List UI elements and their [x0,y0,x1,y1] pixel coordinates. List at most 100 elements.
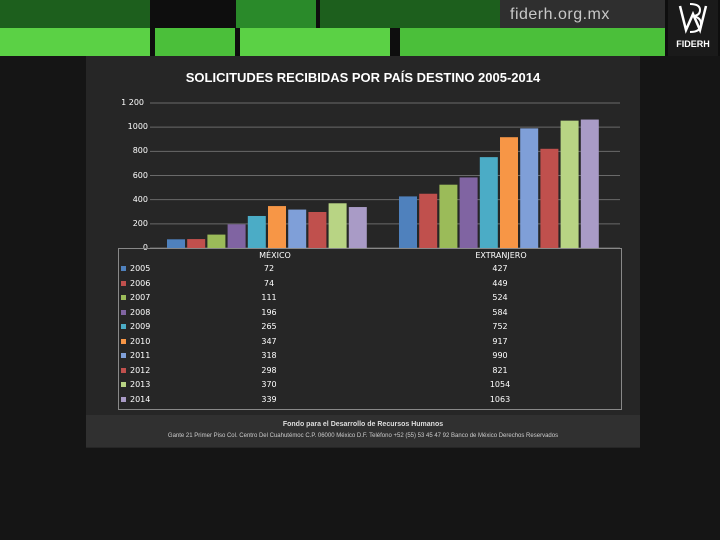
banner-tile [240,28,390,56]
legend-swatch [121,309,126,315]
column-header-extranjero: EXTRANJERO [475,251,527,260]
legend-row-2013: 2013 [121,378,150,392]
legend-row-2009: 2009 [121,320,150,334]
bar-2014-extranjero [580,119,599,248]
banner-tile [320,0,500,28]
bar-2012-extranjero [540,148,559,248]
table-cell-mexico: 298 [261,365,277,375]
footer-bar [86,415,640,447]
logo-text: FIDERH [676,39,710,49]
y-tick-label: 400 [132,194,148,204]
bar-2006-extranjero [419,193,438,248]
table-cell-mexico: 265 [261,322,277,331]
y-tick-label: 600 [132,170,148,180]
legend-swatch [121,338,126,344]
table-cell-mexico: 370 [261,380,277,389]
chart-panel [86,56,640,448]
legend-label: 2006 [130,278,151,288]
bar-2012-mexico [308,211,327,248]
banner-tile [400,28,665,56]
legend-label: 2013 [130,380,151,389]
legend-swatch [121,382,126,387]
legend-swatch [121,367,126,373]
banner-tile [150,0,230,28]
bar-2009-mexico [247,215,266,248]
top-banner [0,0,720,56]
legend-label: 2014 [130,394,151,404]
bar-2011-extranjero [520,128,539,248]
legend-row-2014: 2014 [121,393,150,407]
legend-row-2007: 2007 [121,291,150,305]
bar-2007-extranjero [439,184,458,248]
banner-tile [155,28,235,56]
table-cell-mexico: 74 [263,278,275,288]
table-cell-mexico: 318 [261,351,277,360]
data-table [118,248,622,410]
legend-row-2005: 2005 [121,262,150,276]
bar-2005-mexico [167,239,185,248]
table-cell-extranjero: 584 [492,307,508,317]
table-cell-mexico: 72 [263,264,275,273]
legend-swatch [121,396,126,402]
legend-row-2006: 2006 [121,277,150,291]
table-cell-extranjero: 427 [492,264,508,273]
y-tick-label: 1000 [127,122,148,132]
bar-2009-extranjero [479,157,498,248]
bar-2006-mexico [187,239,206,248]
legend-swatch [121,280,126,286]
table-cell-extranjero: 449 [492,278,508,288]
legend-label: 2007 [130,293,151,302]
y-tick-label: 0 [142,243,148,252]
legend-swatch [121,295,126,300]
y-tick-label: 800 [132,146,148,156]
table-cell-extranjero: 990 [492,351,508,360]
table-cell-mexico: 339 [261,394,277,404]
legend-swatch [121,266,126,271]
bar-2011-mexico [288,209,307,248]
logo-mark-icon [678,3,708,34]
bar-2014-mexico [348,207,367,248]
y-tick-label: 1 200 [121,98,144,107]
banner-tile [0,28,150,56]
banner-tile [0,0,150,28]
banner-tile [500,0,665,28]
table-cell-extranjero: 1063 [489,394,511,404]
bar-2007-mexico [207,234,226,248]
table-cell-extranjero: 1054 [489,380,511,389]
chart-title: SOLICITUDES RECIBIDAS POR PAÍS DESTINO 2… [185,70,541,85]
legend-swatch [121,353,126,358]
fiderh-logo [668,0,718,56]
table-cell-extranjero: 524 [492,293,508,302]
legend-label: 2012 [130,365,151,375]
column-header-mexico: MÉXICO [259,251,291,260]
bar-2010-mexico [268,206,286,248]
table-cell-mexico: 347 [261,336,277,346]
legend-row-2011: 2011 [121,349,150,363]
legend-label: 2009 [130,322,151,331]
legend-row-2012: 2012 [121,364,150,378]
bar-2013-extranjero [560,120,579,248]
legend-label: 2005 [130,264,151,273]
legend-swatch [121,324,126,329]
footer-org: Fondo para el Desarrollo de Recursos Hum… [282,421,444,428]
y-tick-label: 200 [132,218,148,228]
table-cell-mexico: 111 [261,293,277,302]
footer-address: Gante 21 Primer Piso Col. Centro Del Cua… [167,433,559,439]
banner-tile [236,0,316,28]
bar-2008-mexico [227,224,246,248]
legend-label: 2010 [130,336,151,346]
bar-2008-extranjero [459,177,478,248]
bar-2005-extranjero [399,196,417,248]
table-cell-extranjero: 752 [492,322,508,331]
bar-2013-mexico [328,203,347,248]
table-cell-extranjero: 917 [492,336,508,346]
legend-row-2010: 2010 [121,335,150,349]
legend-label: 2011 [130,351,151,360]
legend-label: 2008 [130,307,151,317]
bar-2010-extranjero [500,137,518,248]
site-url[interactable]: fiderh.org.mx [510,6,610,23]
table-cell-extranjero: 821 [492,365,508,375]
table-cell-mexico: 196 [261,307,277,317]
legend-row-2008: 2008 [121,306,150,320]
